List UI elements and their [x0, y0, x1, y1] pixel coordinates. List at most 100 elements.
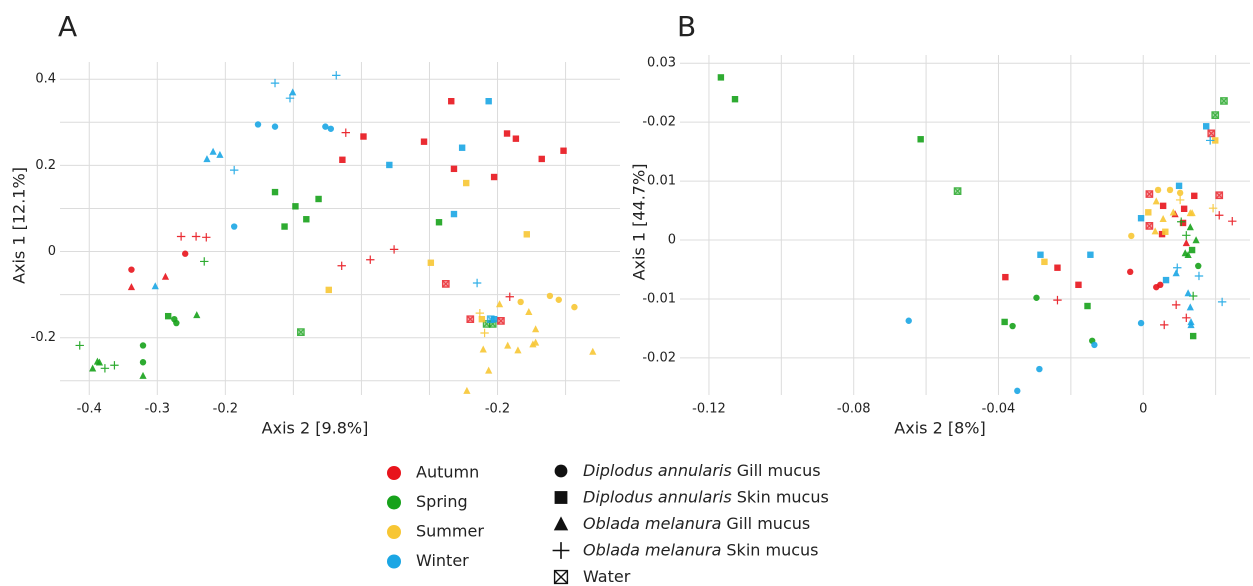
point: [514, 346, 522, 354]
point: [281, 223, 288, 230]
point: [1166, 186, 1174, 194]
point: [315, 195, 322, 203]
y-axis-title: Axis 1 [12.1%]: [10, 167, 29, 284]
point: [517, 298, 524, 306]
point: [1087, 251, 1094, 258]
point: [341, 128, 350, 137]
point: [1159, 202, 1167, 210]
point: [478, 315, 486, 323]
point: [203, 155, 211, 163]
point: [435, 219, 443, 226]
point: [1127, 268, 1134, 276]
point: [1211, 111, 1220, 119]
point: [1053, 295, 1062, 305]
point: [441, 280, 450, 288]
legend-label: Winter: [416, 551, 469, 570]
point: [332, 71, 341, 80]
point: [525, 308, 533, 316]
point: [164, 312, 172, 320]
point: [1182, 313, 1191, 323]
point: [1187, 321, 1195, 329]
x-tick-label: -0.2: [213, 402, 238, 417]
point: [209, 147, 217, 155]
point: [1184, 289, 1192, 297]
point: [589, 347, 597, 355]
point: [1145, 222, 1154, 230]
point: [1205, 136, 1215, 145]
point: [1169, 208, 1177, 216]
point: [200, 257, 209, 266]
point: [110, 361, 119, 370]
x-tick-label: -0.04: [982, 402, 1016, 417]
point: [271, 123, 279, 130]
point: [505, 292, 514, 301]
point: [485, 366, 493, 374]
point: [1184, 250, 1192, 258]
point: [202, 233, 211, 242]
point: [1037, 251, 1044, 258]
legend-label: Spring: [416, 492, 468, 511]
panel-label: B: [677, 10, 696, 43]
point: [1091, 341, 1098, 349]
point: [75, 341, 84, 350]
point: [1180, 205, 1188, 212]
point: [1162, 228, 1169, 235]
point: [271, 188, 279, 196]
point: [1172, 269, 1180, 277]
point: [1158, 230, 1166, 238]
point: [1009, 322, 1016, 330]
point: [731, 95, 739, 103]
point: [555, 296, 562, 303]
legend-tissue: Skin mucus: [726, 540, 818, 559]
point: [503, 130, 511, 137]
legend-label: Water: [583, 567, 631, 586]
point: [254, 121, 262, 128]
point: [1182, 239, 1190, 247]
point: [1191, 192, 1198, 200]
y-tick-label: 0.2: [35, 158, 56, 173]
point: [466, 315, 475, 324]
legend-symbol: [554, 491, 568, 504]
point: [1137, 215, 1145, 222]
point: [717, 74, 725, 81]
point: [1203, 123, 1210, 130]
point: [386, 161, 393, 169]
point: [100, 364, 110, 373]
point: [1217, 297, 1227, 307]
x-tick-label: -0.08: [837, 402, 871, 417]
point: [560, 147, 567, 154]
point: [1145, 209, 1152, 216]
point: [450, 165, 458, 173]
y-tick-label: -0.02: [642, 350, 676, 365]
point: [1207, 129, 1216, 138]
point: [532, 338, 540, 346]
y-tick-label: -0.02: [642, 115, 676, 130]
legend-label: Oblada melanura Skin mucus: [583, 540, 818, 559]
point: [917, 136, 924, 143]
point: [1215, 191, 1224, 200]
point: [1182, 231, 1191, 240]
point: [1033, 294, 1040, 301]
point: [297, 328, 305, 336]
x-tick-label: -0.2: [485, 402, 510, 417]
point: [1175, 195, 1185, 205]
point: [1192, 236, 1200, 244]
y-tick-label: 0: [668, 233, 676, 248]
point: [1159, 215, 1167, 223]
point: [1162, 276, 1170, 284]
point: [1054, 264, 1061, 271]
point: [303, 216, 310, 223]
point: [176, 232, 186, 241]
point: [1175, 182, 1183, 190]
legend-species: Diplodus annularis: [583, 487, 732, 506]
legend-label: Diplodus annularis Gill mucus: [583, 461, 821, 480]
point: [151, 282, 159, 290]
point: [1177, 217, 1186, 226]
point: [485, 98, 492, 105]
legend-symbol: [552, 542, 570, 559]
point: [486, 315, 495, 324]
point: [504, 341, 512, 349]
point: [89, 364, 97, 372]
point: [1151, 227, 1159, 235]
legend-label: Oblada melanura Gill mucus: [583, 514, 810, 533]
